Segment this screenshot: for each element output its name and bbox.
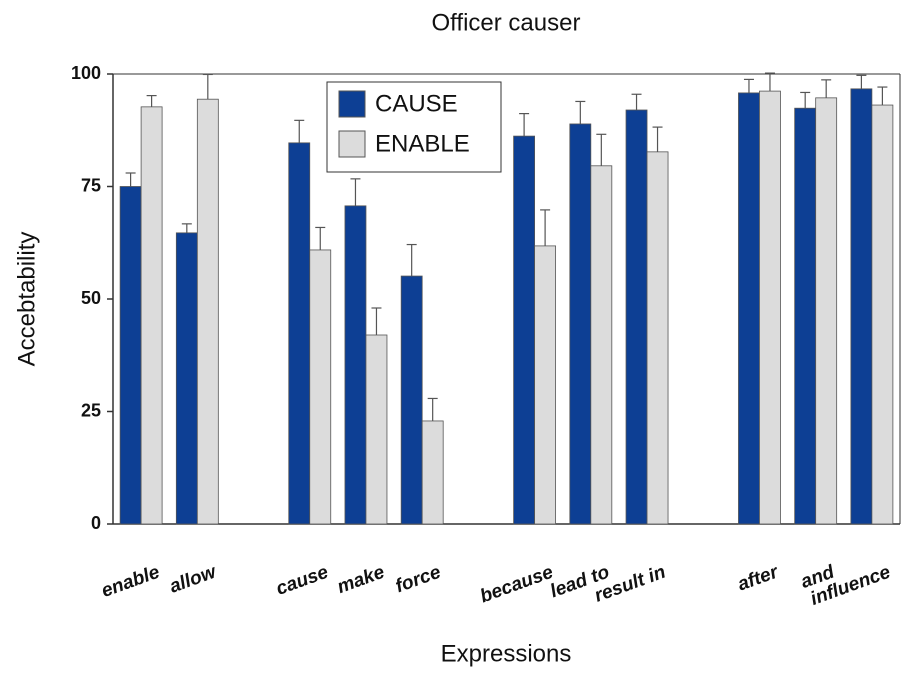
bar: [400, 275, 423, 525]
bar: [625, 109, 648, 525]
bar: [738, 92, 760, 525]
bar: [534, 245, 557, 525]
bar: [421, 420, 444, 525]
x-tick-label: force: [393, 562, 444, 598]
legend-label: CAUSE: [375, 90, 458, 117]
bar: [309, 249, 332, 525]
y-tick-label: 0: [91, 513, 101, 533]
y-tick-label: 75: [81, 175, 101, 195]
y-tick-label: 100: [71, 63, 101, 83]
bar: [590, 165, 613, 525]
bar: [871, 104, 894, 525]
bar: [759, 90, 781, 525]
y-tick-label: 25: [81, 400, 101, 420]
legend-swatch: [338, 130, 366, 158]
bar: [815, 97, 838, 525]
x-tick-label: cause: [273, 562, 331, 600]
bar: [196, 98, 219, 525]
bar: [850, 88, 873, 525]
bar: [288, 142, 311, 525]
x-tick-label: enable: [99, 562, 163, 602]
legend-swatch: [338, 90, 366, 118]
bar: [569, 123, 592, 525]
chart-title: Officer causer: [432, 9, 581, 36]
y-tick-label: 50: [81, 288, 101, 308]
x-tick-label: allow: [167, 561, 220, 597]
bar: [119, 186, 142, 525]
x-tick-label: make: [335, 562, 388, 599]
bar: [175, 232, 198, 525]
bar: [646, 151, 669, 525]
bar: [513, 135, 536, 525]
y-axis-title: Accebtability: [13, 232, 40, 367]
x-tick-label: because: [477, 562, 556, 608]
bar: [344, 205, 367, 525]
x-axis-title: Expressions: [441, 640, 572, 667]
bar: [365, 334, 388, 525]
bar: [794, 107, 817, 525]
x-tick-label: after: [735, 561, 782, 595]
bar: [140, 106, 163, 525]
legend-label: ENABLE: [375, 130, 470, 157]
